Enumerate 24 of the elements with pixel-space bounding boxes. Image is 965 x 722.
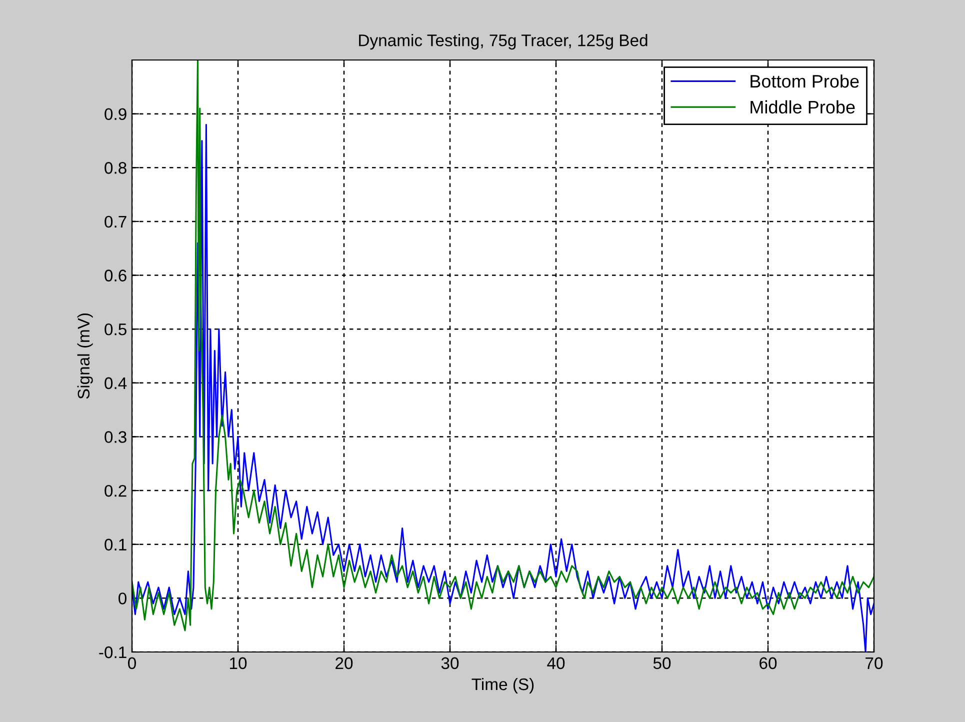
y-tick-label: 0.9 [104, 108, 126, 120]
x-tick-label: 20 [336, 657, 353, 670]
chart-title: Dynamic Testing, 75g Tracer, 125g Bed [359, 34, 648, 50]
y-axis-title: Signal (mV) [77, 314, 93, 399]
legend-label: Middle Probe [750, 100, 855, 114]
legend-label: Bottom Probe [750, 74, 859, 88]
y-tick-label: -0.1 [99, 646, 126, 658]
x-tick-label: 40 [547, 657, 565, 670]
y-tick-label: 0 [118, 592, 126, 604]
x-tick-label: 70 [866, 657, 883, 670]
y-tick-label: 0.2 [104, 484, 126, 497]
x-tick-label: 50 [653, 657, 671, 670]
y-tick-label: 0.4 [104, 377, 127, 390]
x-tick-label: 30 [441, 657, 459, 670]
y-tick-label: 0.5 [104, 323, 126, 336]
y-tick-label: 0.6 [104, 270, 126, 282]
x-axis-title: Time (S) [472, 678, 534, 694]
y-tick-label: 0.1 [104, 538, 126, 551]
y-tick-label: 0.3 [104, 431, 126, 443]
x-tick-label: 10 [230, 657, 247, 670]
y-tick-label: 0.8 [104, 162, 126, 174]
y-tick-label: 0.7 [104, 216, 126, 228]
x-tick-label: 60 [760, 657, 777, 670]
x-tick-label: 0 [128, 657, 136, 670]
